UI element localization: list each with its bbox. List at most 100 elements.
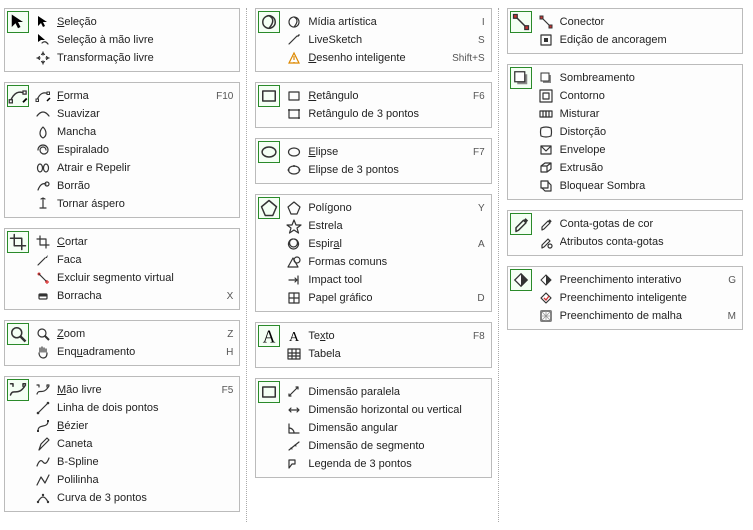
artistic-tool-icon[interactable] xyxy=(258,11,280,33)
menu-item-dropshadow-0[interactable]: Sombreamento xyxy=(536,69,738,87)
menu-item-crop-2[interactable]: Excluir segmento virtual xyxy=(33,269,235,287)
menu-item-polygon-3[interactable]: Formas comuns xyxy=(284,253,486,271)
menu-item-shape-tool-0[interactable]: FormaF10 xyxy=(33,87,235,105)
menu-item-dimension-1[interactable]: Dimensão horizontal ou vertical xyxy=(284,401,486,419)
menu-item-interactive-fill-1[interactable]: Preenchimento inteligente xyxy=(536,289,738,307)
menu-item-dimension-3[interactable]: Dimensão de segmento xyxy=(284,437,486,455)
interactive-fill-tool-icon[interactable] xyxy=(510,269,532,291)
menu-item-label: Borrão xyxy=(57,180,233,192)
menu-item-crop-1[interactable]: Faca xyxy=(33,251,235,269)
menu-item-polygon-0[interactable]: PolígonoY xyxy=(284,199,486,217)
zoom-icon xyxy=(35,326,51,342)
pan-icon xyxy=(35,344,51,360)
menu-item-dropshadow-4[interactable]: Envelope xyxy=(536,141,738,159)
menu-item-freehand-2[interactable]: Bézier xyxy=(33,417,235,435)
menu-item-shape-tool-4[interactable]: Atrair e Repelir xyxy=(33,159,235,177)
menu-item-text-1[interactable]: Tabela xyxy=(284,345,486,363)
menu-item-dimension-4[interactable]: Legenda de 3 pontos xyxy=(284,455,486,473)
menu-item-dimension-0[interactable]: Dimensão paralela xyxy=(284,383,486,401)
blockshadow-icon xyxy=(538,178,554,194)
menu-item-label: Bloquear Sombra xyxy=(560,180,736,192)
menu-item-shape-tool-1[interactable]: Suavizar xyxy=(33,105,235,123)
menu-item-dropshadow-6[interactable]: Bloquear Sombra xyxy=(536,177,738,195)
menu-item-eyedropper-0[interactable]: Conta-gotas de cor xyxy=(536,215,738,233)
menu-item-label: Conta-gotas de cor xyxy=(560,218,736,230)
zoom-tool-icon[interactable] xyxy=(7,323,29,345)
freehand-tool-icon[interactable] xyxy=(7,379,29,401)
menu-item-label: Transformação livre xyxy=(57,52,233,64)
menu-item-artistic-1[interactable]: LiveSketchS xyxy=(284,31,486,49)
menu-item-zoom-1[interactable]: EnquadramentoH xyxy=(33,343,235,361)
menu-item-interactive-fill-2[interactable]: Preenchimento de malhaM xyxy=(536,307,738,325)
menu-item-freehand-5[interactable]: Polilinha xyxy=(33,471,235,489)
menu-item-polygon-2[interactable]: EspiralA xyxy=(284,235,486,253)
menu-item-connector-0[interactable]: Conector xyxy=(536,13,738,31)
menu-item-shape-tool-3[interactable]: Espiralado xyxy=(33,141,235,159)
menu-item-ellipse-0[interactable]: ElipseF7 xyxy=(284,143,486,161)
rect-tool-icon[interactable] xyxy=(258,85,280,107)
anchor-edit-icon xyxy=(538,32,554,48)
menu-item-label: Suavizar xyxy=(57,108,233,120)
menu-item-label: Preenchimento inteligente xyxy=(560,292,736,304)
menu-item-shortcut: S xyxy=(472,35,485,46)
menu-item-label: Preenchimento interativo xyxy=(560,274,717,286)
menu-item-zoom-0[interactable]: ZoomZ xyxy=(33,325,235,343)
menu-item-interactive-fill-0[interactable]: Preenchimento interativoG xyxy=(536,271,738,289)
contour-icon xyxy=(538,88,554,104)
menu-item-artistic-0[interactable]: Mídia artísticaI xyxy=(284,13,486,31)
dim-segment-icon xyxy=(286,438,302,454)
menu-item-dropshadow-1[interactable]: Contorno xyxy=(536,87,738,105)
menu-item-crop-3[interactable]: BorrachaX xyxy=(33,287,235,305)
menu-item-label: Texto xyxy=(308,330,461,342)
menu-item-shape-tool-2[interactable]: Mancha xyxy=(33,123,235,141)
menu-item-pick-2[interactable]: Transformação livre xyxy=(33,49,235,67)
crop-tool-icon[interactable] xyxy=(7,231,29,253)
shape-tool-tool-icon[interactable] xyxy=(7,85,29,107)
menu-item-dropshadow-5[interactable]: Extrusão xyxy=(536,159,738,177)
menu-item-freehand-3[interactable]: Caneta xyxy=(33,435,235,453)
rect-icon xyxy=(286,88,302,104)
menu-item-label: Cortar xyxy=(57,236,233,248)
menu-item-dimension-2[interactable]: Dimensão angular xyxy=(284,419,486,437)
menu-item-rect-1[interactable]: Retângulo de 3 pontos xyxy=(284,105,486,123)
menu-item-rect-0[interactable]: RetânguloF6 xyxy=(284,87,486,105)
distort-icon xyxy=(538,124,554,140)
menu-item-polygon-4[interactable]: Impact tool xyxy=(284,271,486,289)
menu-item-text-0[interactable]: ATextoF8 xyxy=(284,327,486,345)
menu-item-freehand-0[interactable]: Mão livreF5 xyxy=(33,381,235,399)
menu-item-shape-tool-6[interactable]: Tornar áspero xyxy=(33,195,235,213)
menu-item-freehand-4[interactable]: B-Spline xyxy=(33,453,235,471)
menu-item-freehand-6[interactable]: Curva de 3 pontos xyxy=(33,489,235,507)
flyout-zoom: ZoomZEnquadramentoH xyxy=(4,320,240,366)
eyedropper-tool-icon[interactable] xyxy=(510,213,532,235)
menu-item-label: Forma xyxy=(57,90,204,102)
menu-item-shortcut: Z xyxy=(221,329,233,340)
menu-item-polygon-1[interactable]: Estrela xyxy=(284,217,486,235)
dimension-tool-icon[interactable] xyxy=(258,381,280,403)
menu-item-shape-tool-5[interactable]: Borrão xyxy=(33,177,235,195)
text-tool-icon[interactable]: A xyxy=(258,325,280,347)
connector-tool-icon[interactable] xyxy=(510,11,532,33)
menu-item-shortcut: X xyxy=(221,291,234,302)
menu-item-freehand-1[interactable]: Linha de dois pontos xyxy=(33,399,235,417)
menu-item-label: Caneta xyxy=(57,438,233,450)
menu-item-ellipse-1[interactable]: Elipse de 3 pontos xyxy=(284,161,486,179)
menu-item-label: Tornar áspero xyxy=(57,198,233,210)
menu-item-eyedropper-1[interactable]: Atributos conta-gotas xyxy=(536,233,738,251)
menu-item-connector-1[interactable]: Edição de ancoragem xyxy=(536,31,738,49)
menu-item-dropshadow-3[interactable]: Distorção xyxy=(536,123,738,141)
smudge-icon xyxy=(35,124,51,140)
menu-item-pick-0[interactable]: Seleção xyxy=(33,13,235,31)
pick-tool-icon[interactable] xyxy=(7,11,29,33)
menu-item-label: Dimensão paralela xyxy=(308,386,484,398)
menu-item-dropshadow-2[interactable]: Misturar xyxy=(536,105,738,123)
polygon-tool-icon[interactable] xyxy=(258,197,280,219)
menu-item-pick-1[interactable]: Seleção à mão livre xyxy=(33,31,235,49)
common-icon xyxy=(286,254,302,270)
menu-item-artistic-2[interactable]: Desenho inteligenteShift+S xyxy=(284,49,486,67)
menu-item-polygon-5[interactable]: Papel gráficoD xyxy=(284,289,486,307)
menu-item-label: Seleção xyxy=(57,16,233,28)
dropshadow-tool-icon[interactable] xyxy=(510,67,532,89)
menu-item-crop-0[interactable]: Cortar xyxy=(33,233,235,251)
ellipse-tool-icon[interactable] xyxy=(258,141,280,163)
